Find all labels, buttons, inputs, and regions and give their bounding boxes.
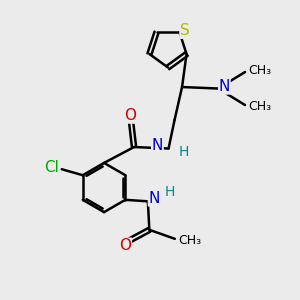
Text: Cl: Cl bbox=[44, 160, 59, 175]
Text: CH₃: CH₃ bbox=[248, 64, 271, 77]
Text: S: S bbox=[180, 23, 190, 38]
Text: O: O bbox=[119, 238, 131, 253]
Text: H: H bbox=[178, 145, 188, 158]
Text: CH₃: CH₃ bbox=[248, 100, 271, 113]
Text: N: N bbox=[152, 138, 163, 153]
Text: CH₃: CH₃ bbox=[178, 234, 201, 247]
Text: N: N bbox=[219, 79, 230, 94]
Text: H: H bbox=[164, 185, 175, 199]
Text: O: O bbox=[124, 108, 136, 123]
Text: N: N bbox=[148, 191, 160, 206]
